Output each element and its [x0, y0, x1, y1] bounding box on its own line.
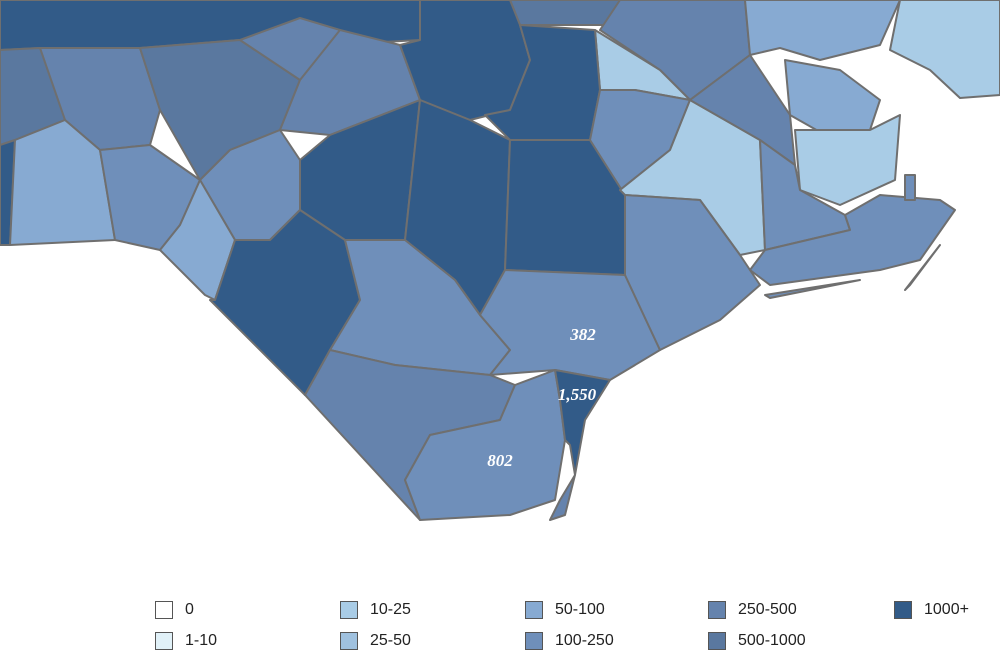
legend-swatch	[708, 601, 726, 619]
legend-label: 100-250	[555, 632, 614, 649]
county-region[interactable]	[889, 0, 1000, 99]
legend-item: 1000+	[894, 598, 969, 622]
legend-label: 25-50	[370, 632, 411, 649]
county-region[interactable]	[744, 0, 901, 61]
legend-item: 250-500	[708, 598, 797, 622]
county-map: 382 1,550 802	[0, 0, 1000, 521]
legend-swatch	[708, 632, 726, 650]
legend-label: 500-1000	[738, 632, 806, 649]
legend-swatch	[894, 601, 912, 619]
legend-label: 1-10	[185, 632, 218, 649]
county-value-label: 1,550	[558, 385, 597, 404]
legend-label: 1000+	[924, 601, 969, 618]
legend-swatch	[155, 601, 173, 619]
county-region[interactable]	[749, 194, 956, 286]
legend-swatch	[525, 632, 543, 650]
county-value-label: 382	[569, 325, 596, 344]
legend-item: 25-50	[340, 629, 411, 653]
legend-item: 500-1000	[708, 629, 806, 653]
county-region[interactable]	[624, 194, 761, 351]
legend-swatch	[155, 632, 173, 650]
county-region[interactable]	[554, 369, 611, 476]
county-region[interactable]	[904, 174, 916, 201]
legend-label: 10-25	[370, 601, 411, 618]
county-value-label: 802	[487, 451, 513, 470]
county-region[interactable]	[549, 474, 576, 521]
legend-label: 0	[185, 601, 194, 618]
county-region[interactable]	[904, 244, 941, 291]
legend-swatch	[340, 632, 358, 650]
legend-swatch	[340, 601, 358, 619]
legend-item: 0	[155, 598, 194, 622]
legend-label: 250-500	[738, 601, 797, 618]
legend-label: 50-100	[555, 601, 605, 618]
map-legend: 0 1-10 10-25 25-50 50-100 100-250 250-50…	[150, 598, 1000, 662]
county-region[interactable]	[689, 54, 796, 166]
legend-item: 1-10	[155, 629, 217, 653]
legend-item: 50-100	[525, 598, 605, 622]
legend-swatch	[525, 601, 543, 619]
legend-item: 10-25	[340, 598, 411, 622]
county-region[interactable]	[764, 279, 861, 299]
legend-item: 100-250	[525, 629, 614, 653]
county-region[interactable]	[784, 59, 881, 133]
county-region[interactable]	[509, 0, 621, 26]
